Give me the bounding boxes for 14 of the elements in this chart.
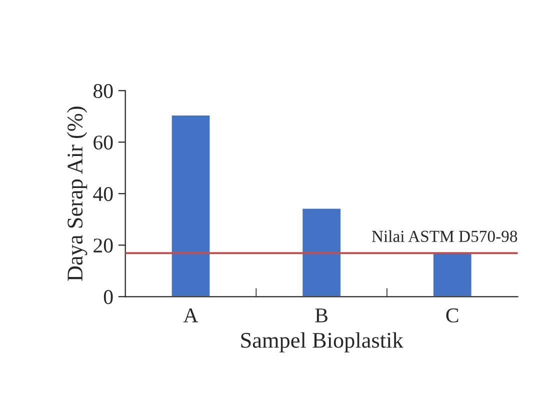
x-tick-label: B bbox=[315, 308, 328, 322]
x-tick-label: A bbox=[183, 308, 198, 322]
ref-line-label: Nilai ASTM D570-98 bbox=[372, 230, 518, 242]
y-axis-title: Daya Serap Air (%) bbox=[66, 106, 88, 281]
bar bbox=[170, 114, 212, 297]
y-tick-label: 80 bbox=[94, 84, 113, 98]
x-axis-title: Sampel Bioplastik bbox=[241, 332, 404, 352]
y-tick-label: 20 bbox=[94, 238, 113, 253]
x-tick-label: C bbox=[446, 308, 458, 322]
y-tick-label: 60 bbox=[94, 136, 113, 150]
bar bbox=[432, 252, 473, 297]
y-tick-label: 40 bbox=[93, 187, 113, 202]
y-tick-label: 0 bbox=[104, 290, 113, 304]
bar bbox=[301, 207, 342, 297]
